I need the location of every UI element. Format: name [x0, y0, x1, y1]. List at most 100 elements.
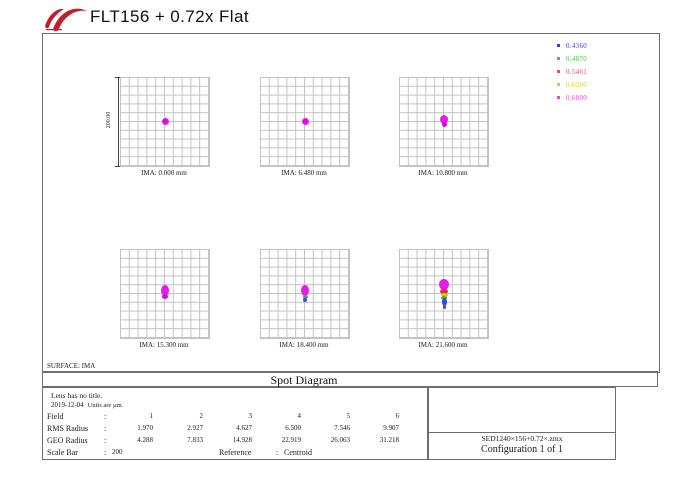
legend-item: 0.5461: [557, 65, 587, 78]
plot-title-strip: Spot Diagram: [42, 371, 658, 387]
row-value: 3: [248, 412, 253, 420]
row-value: 7.833: [187, 436, 203, 444]
row-value: 14.928: [232, 436, 252, 444]
lens-filename: SED1240×156+0.72×.zmx: [481, 434, 563, 443]
spot-cluster: [442, 305, 446, 309]
separator: :: [104, 424, 107, 433]
ima-label: IMA: 18.400 mm: [279, 341, 329, 349]
table-row: GEO Radius: 4.288 7.833 14.928 22.919 26.063 3…: [43, 436, 427, 447]
legend-swatch-icon: [557, 44, 560, 47]
row-value: 1: [149, 412, 154, 420]
spot-cluster: [440, 114, 448, 124]
ima-label: IMA: 6.480 mm: [281, 169, 327, 177]
row-value: 26.063: [330, 436, 350, 444]
configuration-box: SED1240×156+0.72×.zmx Configuration 1 of…: [428, 387, 616, 460]
scale-bar-row: Scale Bar : 200 Reference : Centroid: [43, 448, 427, 459]
spot-grid: [260, 77, 350, 167]
scale-bar-value: 200: [112, 448, 123, 456]
row-value: 4: [297, 412, 302, 420]
units-label: Units are µm.: [87, 402, 124, 409]
legend-wavelength-label: 0.6200: [566, 80, 588, 89]
page-title: FLT156 + 0.72x Flat: [90, 7, 249, 26]
separator: :: [104, 412, 107, 421]
row-value: 7.546: [334, 424, 350, 432]
data-table: Lens has no title. 2019-12-04 Units are µ…: [42, 387, 428, 460]
ima-label: IMA: 0.000 mm: [141, 169, 187, 177]
row-value: 22.919: [281, 436, 301, 444]
row-value: 4.288: [137, 436, 153, 444]
table-row: Field: 1 2 3 4 5 6: [43, 412, 427, 423]
spot-cluster: [441, 298, 447, 306]
legend-wavelength-label: 0.4360: [566, 41, 588, 50]
row-value: 1.970: [137, 424, 153, 432]
legend-swatch-icon: [557, 70, 560, 73]
divider: [429, 432, 615, 433]
row-value: 4.627: [236, 424, 252, 432]
scale-bar-label: Scale Bar: [47, 448, 78, 457]
surface-label: SURFACE: IMA: [47, 362, 96, 370]
reference-value: Centroid: [284, 448, 312, 457]
spot-cluster: [163, 119, 167, 123]
spot-panel: IMA: 6.480 mm: [260, 77, 350, 179]
spot-panel: IMA: 21.600 mm: [399, 249, 489, 351]
spot-grid: [399, 249, 489, 339]
plot-frame: 0.4360 0.4870 0.5461 0.6200 0.6800 200.00 IM…: [42, 33, 660, 373]
row-label: Field: [47, 412, 64, 421]
ima-label: IMA: 10.800 mm: [418, 169, 468, 177]
legend-swatch-icon: [557, 57, 560, 60]
table-row: RMS Radius: 1.970 2.927 4.627 6.500 7.546 9.90…: [43, 424, 427, 435]
legend-wavelength-label: 0.6800: [566, 93, 588, 102]
spot-cluster: [301, 284, 309, 296]
scale-bar-value-label: 200.00: [106, 111, 112, 129]
ima-label: IMA: 15.300 mm: [139, 341, 189, 349]
spot-panel: IMA: 18.400 mm: [260, 249, 350, 351]
ima-label: IMA: 21.600 mm: [418, 341, 468, 349]
spot-cluster: [302, 295, 308, 299]
spot-panel: IMA: 10.800 mm: [399, 77, 489, 179]
brand-logo-swoosh-icon: [45, 8, 87, 32]
spot-cluster: [441, 121, 447, 127]
spot-grid: [120, 77, 210, 167]
legend-item: 0.4870: [557, 52, 587, 65]
spot-grid: [260, 249, 350, 339]
spot-cluster: [303, 298, 307, 302]
spot-cluster: [162, 293, 168, 299]
reference-label: Reference: [219, 448, 252, 457]
spot-cluster: [440, 293, 448, 297]
legend-swatch-icon: [557, 96, 560, 99]
spot-grid: [399, 77, 489, 167]
row-value: 31.218: [379, 436, 399, 444]
legend: 0.4360 0.4870 0.5461 0.6200 0.6800: [557, 39, 587, 104]
legend-item: 0.6200: [557, 78, 587, 91]
row-label: RMS Radius: [47, 424, 89, 433]
configuration-label: Configuration 1 of 1: [481, 444, 563, 455]
row-value: 9.907: [383, 424, 399, 432]
legend-item: 0.6800: [557, 91, 587, 104]
row-value: 5: [346, 412, 351, 420]
spot-panel: IMA: 0.000 mm: [120, 77, 210, 179]
spot-grid: [120, 249, 210, 339]
row-value: 2: [199, 412, 204, 420]
separator: :: [104, 448, 107, 457]
spot-cluster: [439, 278, 449, 290]
scale-bar: [115, 77, 122, 167]
row-value: 2.927: [187, 424, 203, 432]
date-units-line: 2019-12-04 Units are µm.: [51, 401, 123, 409]
row-label: GEO Radius: [47, 436, 88, 445]
row-value: 6: [395, 412, 400, 420]
spot-cluster: [303, 119, 307, 123]
legend-swatch-icon: [557, 83, 560, 86]
legend-wavelength-label: 0.4870: [566, 54, 588, 63]
lens-title-note: Lens has no title.: [51, 391, 103, 400]
spot-cluster: [440, 288, 448, 294]
separator: :: [276, 448, 279, 457]
row-value: 6.500: [285, 424, 301, 432]
spot-cluster: [161, 284, 169, 296]
plot-title: Spot Diagram: [270, 373, 338, 387]
date-label: 2019-12-04: [51, 401, 84, 409]
legend-item: 0.4360: [557, 39, 587, 52]
spot-panel: IMA: 15.300 mm: [120, 249, 210, 351]
legend-wavelength-label: 0.5461: [566, 67, 588, 76]
separator: :: [104, 436, 107, 445]
